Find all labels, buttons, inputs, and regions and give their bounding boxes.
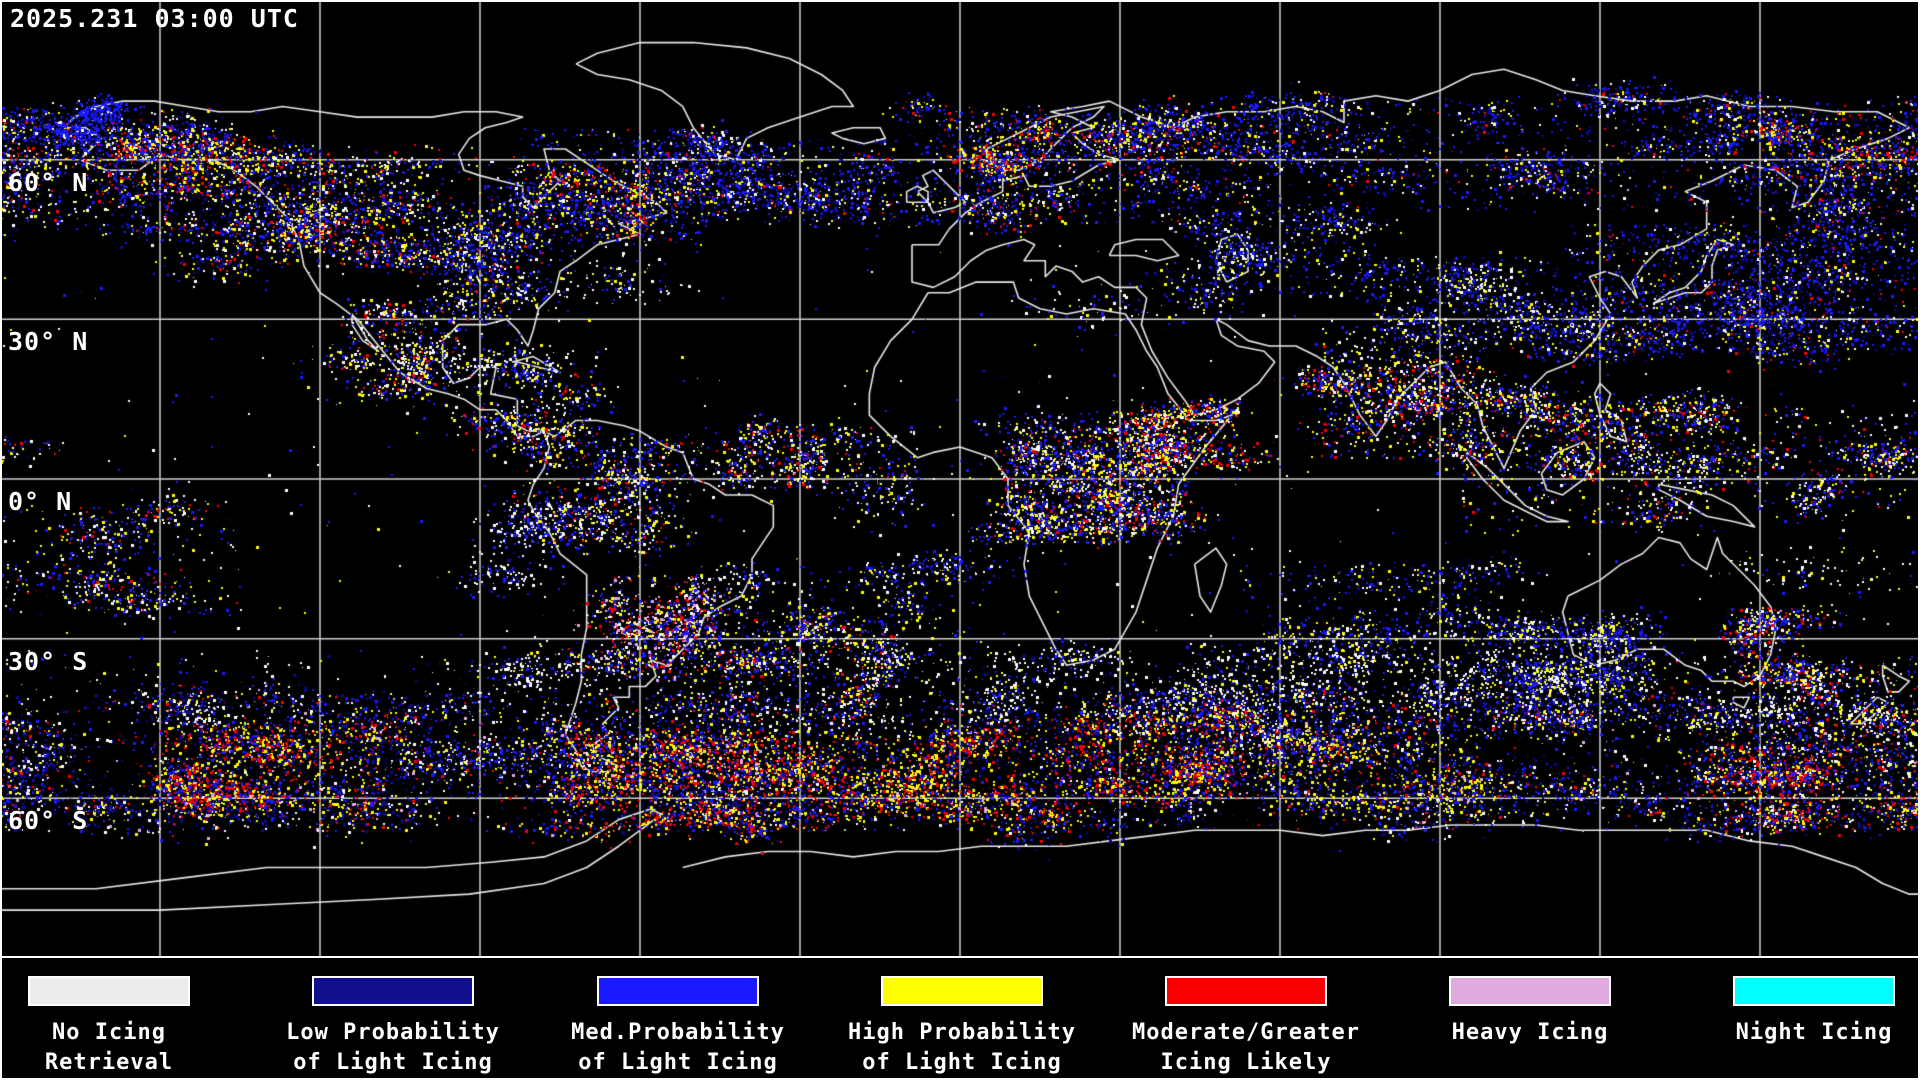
latitude-label: 0° N [8, 487, 73, 516]
legend-item-med-prob-light-icing: Med.Probability of Light Icing [528, 976, 828, 1078]
legend-item-low-prob-light-icing: Low Probability of Light Icing [243, 976, 543, 1078]
legend-item-no-icing-retrieval: No Icing Retrieval [0, 976, 259, 1078]
legend-swatch [1733, 976, 1895, 1006]
legend-label: Heavy Icing [1451, 1020, 1609, 1045]
latitude-label: 30° N [8, 327, 89, 357]
legend-label: Moderate/Greater Icing Likely [1132, 1020, 1360, 1075]
legend: No Icing Retrieval Low Probability of Light… [0, 958, 1920, 1078]
legend-swatch [312, 976, 474, 1006]
latitude-label: 60° N [8, 167, 89, 197]
legend-label: Low Probability of Light Icing [286, 1020, 500, 1075]
map-timestamp: 2025.231 03:00 UTC [10, 4, 299, 33]
legend-swatch [1165, 976, 1327, 1006]
world-map-canvas [0, 0, 1920, 958]
map-legend-divider [0, 956, 1920, 958]
legend-swatch [881, 976, 1043, 1006]
legend-label: High Probability of Light Icing [848, 1020, 1076, 1075]
latitude-label: 60° S [8, 806, 89, 836]
legend-swatch [1449, 976, 1611, 1006]
legend-swatch [28, 976, 190, 1006]
legend-item-high-prob-light-icing: High Probability of Light Icing [812, 976, 1112, 1078]
legend-swatch [597, 976, 759, 1006]
legend-item-heavy-icing: Heavy Icing [1380, 976, 1680, 1048]
legend-label: Med.Probability of Light Icing [571, 1020, 785, 1075]
legend-label: Night Icing [1735, 1020, 1893, 1045]
legend-label: No Icing Retrieval [44, 1020, 174, 1075]
legend-item-moderate-greater-icing: Moderate/Greater Icing Likely [1096, 976, 1396, 1078]
legend-item-night-icing: Night Icing [1664, 976, 1920, 1048]
latitude-label: 30° S [8, 646, 89, 676]
